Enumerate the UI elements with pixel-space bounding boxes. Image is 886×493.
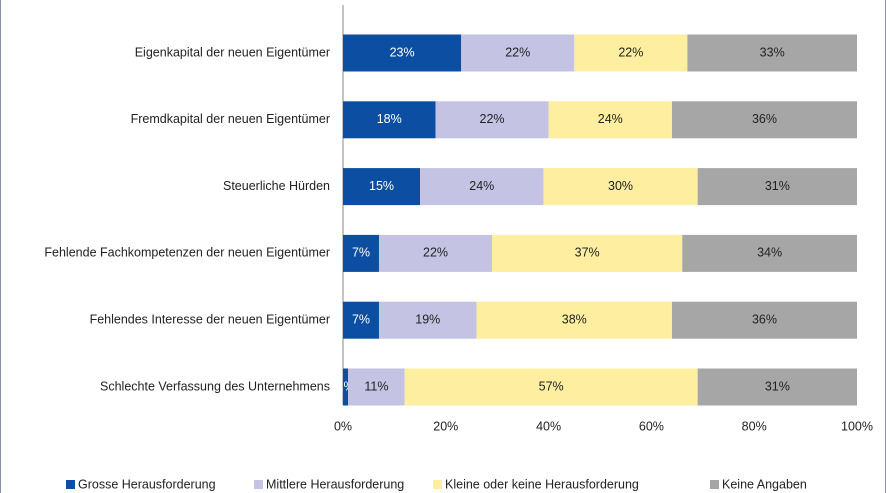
legend-swatch [254,480,263,489]
bar-segment [687,34,857,72]
legend-label: Keine Angaben [722,477,807,491]
data-label: 11% [364,379,388,393]
data-label: 23% [390,45,415,59]
bar-segment [435,101,549,139]
bar-segment [543,168,698,206]
data-label: 22% [480,112,505,126]
data-label: 31% [765,379,790,393]
data-label: 24% [469,179,494,193]
bar-segment [378,301,477,339]
bar-segment [343,101,436,139]
legend-swatch [710,480,719,489]
data-label: 30% [608,179,633,193]
data-label: 22% [505,45,530,59]
legend-label: Mittlere Herausforderung [266,477,404,491]
bar-segment [574,34,688,72]
data-label: 31% [765,179,790,193]
bar-segment [343,368,349,406]
data-label: 34% [757,246,782,260]
x-tick-label: 80% [742,419,767,433]
data-label: 22% [618,45,643,59]
bar-segment [343,301,379,339]
x-tick-label: 40% [536,419,561,433]
bar-segment [404,368,698,406]
legend-label: Grosse Herausforderung [78,477,216,491]
bar-segment [682,234,857,272]
y-tick-label: Steuerliche Hürden [223,179,330,193]
y-tick-label: Fehlende Fachkompetenzen der neuen Eigen… [44,246,330,260]
bar-segment [671,101,857,139]
data-label: 37% [575,246,600,260]
bar-segment [461,34,575,72]
data-label: 38% [562,312,587,326]
bar-segment [378,234,493,272]
x-tick-label: 0% [334,419,352,433]
data-label: 7% [352,246,370,260]
legend-swatch [433,480,442,489]
y-tick-label: Schlechte Verfassung des Unternehmens [100,379,330,393]
data-label: 57% [539,379,564,393]
bar-segment [420,168,544,206]
bar-segment [343,34,462,72]
data-label: 18% [377,112,402,126]
y-tick-label: Fremdkapital der neuen Eigentümer [131,112,330,126]
data-label: 36% [752,312,777,326]
data-label: 24% [598,112,623,126]
bar-segment [671,301,857,339]
bar-segment [492,234,683,272]
x-tick-label: 20% [433,419,458,433]
y-tick-label: Eigenkapital der neuen Eigentümer [135,45,330,59]
bar-segment [548,101,672,139]
data-label: 7% [352,312,370,326]
data-label: 33% [760,45,785,59]
x-tick-label: 60% [639,419,664,433]
bar-segment [697,368,857,406]
bar-segment [697,168,857,206]
y-tick-label: Fehlendes Interesse der neuen Eigentümer [90,312,330,326]
x-tick-label: 100% [841,419,873,433]
data-label: 36% [752,112,777,126]
legend-label: Kleine oder keine Herausforderung [445,477,639,491]
data-label: 15% [369,179,394,193]
bar-segment [476,301,672,339]
data-label: 19% [415,312,440,326]
data-label: 22% [423,246,448,260]
bar-segment [343,168,421,206]
bar-segment [343,234,379,272]
bar-segment [348,368,405,406]
legend-swatch [66,480,75,489]
